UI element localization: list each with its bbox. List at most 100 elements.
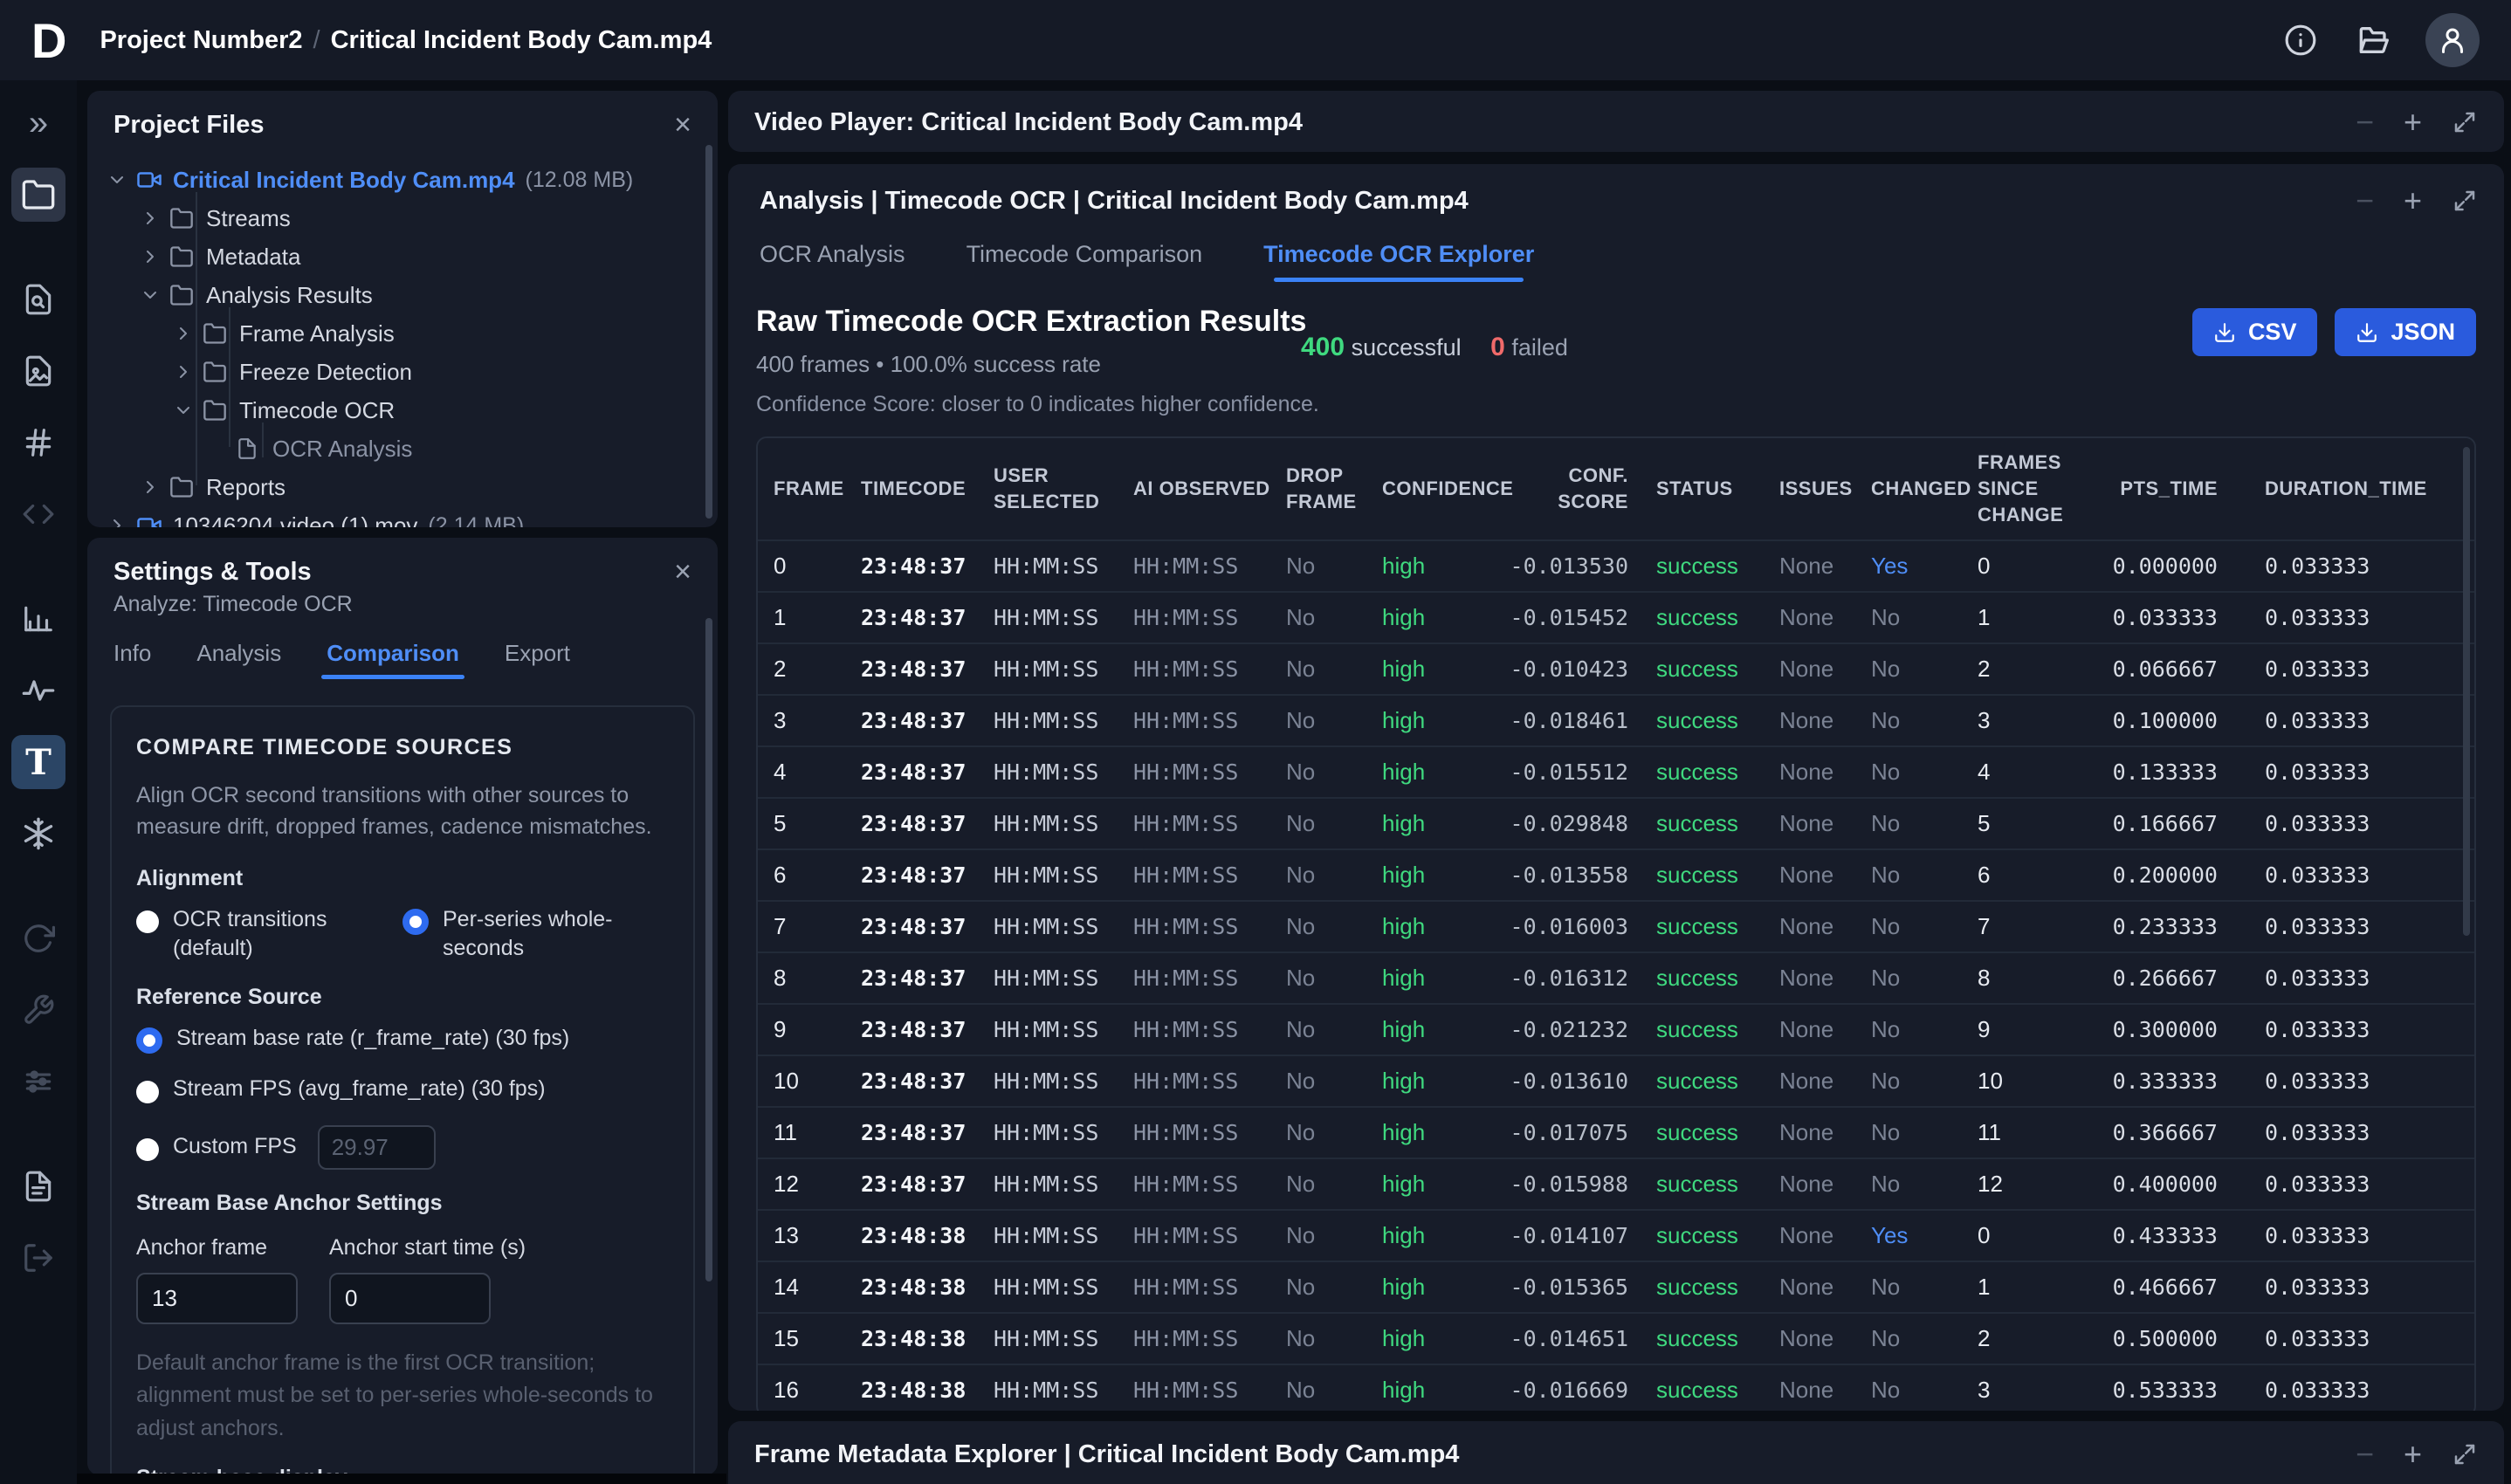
- folder-icon: [203, 398, 239, 423]
- tab-timecode-comparison[interactable]: Timecode Comparison: [967, 241, 1203, 282]
- cell-timecode: 23:48:38: [861, 1223, 994, 1248]
- image-frames-icon[interactable]: [11, 344, 65, 398]
- files-scrollbar[interactable]: [705, 145, 712, 519]
- table-row[interactable]: 323:48:37HH:MM:SSHH:MM:SSNohigh-0.018461…: [758, 694, 2474, 745]
- radio-ocr-transitions[interactable]: OCR transitions (default): [136, 905, 402, 965]
- tree-item[interactable]: Streams: [101, 199, 704, 237]
- expand-icon[interactable]: [2452, 188, 2478, 214]
- anchor-frame-input[interactable]: [136, 1273, 298, 1324]
- tab-export[interactable]: Export: [505, 640, 570, 679]
- anchor-start-input[interactable]: [329, 1273, 491, 1324]
- folder-open-icon[interactable]: [2354, 23, 2389, 58]
- table-scrollbar[interactable]: [2463, 447, 2470, 936]
- tab-info[interactable]: Info: [114, 640, 151, 679]
- cell-conf-score: -0.029848: [1509, 811, 1644, 836]
- minimize-icon[interactable]: −: [2356, 185, 2374, 216]
- chevron-right-icon[interactable]: [140, 477, 169, 498]
- table-row[interactable]: 623:48:37HH:MM:SSHH:MM:SSNohigh-0.013558…: [758, 848, 2474, 900]
- table-row[interactable]: 1223:48:37HH:MM:SSHH:MM:SSNohigh-0.01598…: [758, 1158, 2474, 1209]
- code-view-icon[interactable]: [11, 487, 65, 541]
- tab-comparison[interactable]: Comparison: [327, 640, 459, 679]
- tree-item[interactable]: Analysis Results: [101, 276, 704, 314]
- table-row[interactable]: 1623:48:38HH:MM:SSHH:MM:SSNohigh-0.01666…: [758, 1364, 2474, 1411]
- radio-icon[interactable]: [136, 1138, 159, 1161]
- chevron-down-icon[interactable]: [173, 400, 203, 421]
- tree-item[interactable]: Freeze Detection: [101, 353, 704, 391]
- table-row[interactable]: 1123:48:37HH:MM:SSHH:MM:SSNohigh-0.01707…: [758, 1106, 2474, 1158]
- add-icon[interactable]: +: [2404, 185, 2422, 216]
- table-row[interactable]: 023:48:37HH:MM:SSHH:MM:SSNohigh-0.013530…: [758, 539, 2474, 591]
- tree-item[interactable]: Timecode OCR: [101, 391, 704, 429]
- table-row[interactable]: 523:48:37HH:MM:SSHH:MM:SSNohigh-0.029848…: [758, 797, 2474, 848]
- signal-analysis-icon[interactable]: [11, 663, 65, 718]
- tab-timecode-ocr-explorer[interactable]: Timecode OCR Explorer: [1263, 241, 1534, 282]
- user-avatar[interactable]: [2425, 13, 2480, 67]
- table-row[interactable]: 1323:48:38HH:MM:SSHH:MM:SSNohigh-0.01410…: [758, 1209, 2474, 1261]
- tree-item[interactable]: Frame Analysis: [101, 314, 704, 353]
- radio-icon[interactable]: [402, 909, 429, 935]
- table-row[interactable]: 1423:48:38HH:MM:SSHH:MM:SSNohigh-0.01536…: [758, 1261, 2474, 1312]
- cell-confidence: high: [1382, 1068, 1509, 1095]
- breadcrumb-project[interactable]: Project Number2: [100, 26, 302, 54]
- tools-icon[interactable]: [11, 983, 65, 1037]
- chevron-right-icon[interactable]: [173, 323, 203, 344]
- expand-icon[interactable]: [2452, 1441, 2478, 1467]
- cell-ai-observed: HH:MM:SS: [1133, 1171, 1286, 1197]
- table-row[interactable]: 923:48:37HH:MM:SSHH:MM:SSNohigh-0.021232…: [758, 1003, 2474, 1055]
- table-row[interactable]: 123:48:37HH:MM:SSHH:MM:SSNohigh-0.015452…: [758, 591, 2474, 642]
- radio-custom-fps[interactable]: Custom FPS: [136, 1125, 669, 1170]
- radio-icon[interactable]: [136, 910, 159, 933]
- table-row[interactable]: 723:48:37HH:MM:SSHH:MM:SSNohigh-0.016003…: [758, 900, 2474, 952]
- timecode-ocr-icon[interactable]: T: [11, 735, 65, 789]
- cell-user-selected: HH:MM:SS: [994, 1378, 1133, 1403]
- cell-frames-since-change: 3: [1978, 707, 2104, 734]
- table-row[interactable]: 423:48:37HH:MM:SSHH:MM:SSNohigh-0.015512…: [758, 745, 2474, 797]
- chevron-right-icon[interactable]: [173, 361, 203, 382]
- tree-item[interactable]: Critical Incident Body Cam.mp4(12.08 MB): [101, 161, 704, 199]
- chevron-down-icon[interactable]: [107, 169, 136, 190]
- settings-scrollbar[interactable]: [705, 618, 712, 1281]
- filters-icon[interactable]: [11, 1055, 65, 1109]
- info-icon[interactable]: [2284, 24, 2317, 57]
- minimize-icon[interactable]: −: [2356, 106, 2374, 138]
- custom-fps-input[interactable]: [318, 1125, 436, 1170]
- charts-icon[interactable]: [11, 592, 65, 646]
- radio-stream-fps[interactable]: Stream FPS (avg_frame_rate) (30 fps): [136, 1075, 669, 1104]
- add-icon[interactable]: +: [2404, 1439, 2422, 1470]
- expand-icon[interactable]: [2452, 109, 2478, 135]
- table-row[interactable]: 223:48:37HH:MM:SSHH:MM:SSNohigh-0.010423…: [758, 642, 2474, 694]
- tree-item[interactable]: 10346204 video (1).mov(2.14 MB): [101, 506, 704, 527]
- refresh-icon[interactable]: [11, 911, 65, 965]
- export-csv-button[interactable]: CSV: [2192, 308, 2318, 356]
- tree-item[interactable]: OCR Analysis: [101, 429, 704, 468]
- export-json-button[interactable]: JSON: [2335, 308, 2476, 356]
- expand-rail-icon[interactable]: »: [11, 96, 65, 150]
- project-files-icon[interactable]: [11, 168, 65, 222]
- add-icon[interactable]: +: [2404, 106, 2422, 138]
- radio-icon[interactable]: [136, 1027, 162, 1054]
- reports-icon[interactable]: [11, 1159, 65, 1213]
- chevron-right-icon[interactable]: [140, 208, 169, 229]
- cell-frame: 2: [774, 656, 861, 683]
- tab-analysis[interactable]: Analysis: [196, 640, 281, 679]
- tree-item[interactable]: Reports: [101, 468, 704, 506]
- radio-stream-base-rate[interactable]: Stream base rate (r_frame_rate) (30 fps): [136, 1024, 669, 1054]
- table-row[interactable]: 1523:48:38HH:MM:SSHH:MM:SSNohigh-0.01465…: [758, 1312, 2474, 1364]
- tab-ocr-analysis[interactable]: OCR Analysis: [760, 241, 905, 282]
- cell-drop-frame: No: [1286, 913, 1382, 940]
- table-row[interactable]: 1023:48:37HH:MM:SSHH:MM:SSNohigh-0.01361…: [758, 1055, 2474, 1106]
- table-row[interactable]: 823:48:37HH:MM:SSHH:MM:SSNohigh-0.016312…: [758, 952, 2474, 1003]
- close-icon[interactable]: ×: [674, 110, 691, 140]
- chevron-down-icon[interactable]: [140, 285, 169, 306]
- export-icon[interactable]: [11, 1231, 65, 1285]
- radio-icon[interactable]: [136, 1081, 159, 1103]
- chevron-right-icon[interactable]: [107, 515, 136, 527]
- hash-metadata-icon[interactable]: [11, 416, 65, 470]
- minimize-icon[interactable]: −: [2356, 1439, 2374, 1470]
- file-search-icon[interactable]: [11, 272, 65, 326]
- freeze-detection-icon[interactable]: [11, 807, 65, 861]
- radio-per-series[interactable]: Per-series whole-seconds: [402, 905, 669, 965]
- close-icon[interactable]: ×: [674, 557, 691, 587]
- chevron-right-icon[interactable]: [140, 246, 169, 267]
- tree-item[interactable]: Metadata: [101, 237, 704, 276]
